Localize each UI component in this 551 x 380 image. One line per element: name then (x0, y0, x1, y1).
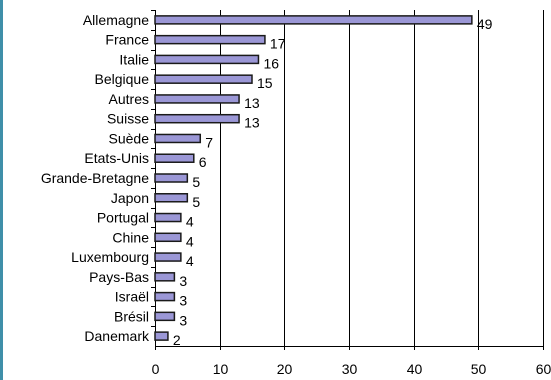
category-label: Israël (115, 289, 149, 305)
value-label: 2 (173, 332, 181, 348)
bar (154, 212, 182, 223)
x-tick-label: 10 (213, 361, 229, 377)
category-label: Portugal (97, 210, 149, 226)
value-label: 5 (192, 194, 200, 210)
value-label: 13 (244, 95, 260, 111)
value-label: 3 (179, 273, 187, 289)
bar (154, 113, 240, 124)
bar (154, 54, 260, 65)
x-tick-label: 60 (536, 361, 551, 377)
x-tick-label: 50 (471, 361, 487, 377)
category-label: Belgique (95, 71, 150, 87)
category-label: Chine (112, 229, 149, 245)
bar (154, 133, 202, 144)
bar (154, 331, 169, 341)
bar (154, 15, 473, 25)
category-label: Suisse (107, 111, 149, 127)
category-label: Suède (109, 130, 150, 146)
category-label: Autres (109, 91, 149, 107)
x-tick-label: 40 (407, 361, 423, 377)
value-label: 4 (186, 233, 194, 249)
value-label: 5 (192, 174, 200, 190)
bar (154, 173, 189, 183)
bar (154, 252, 182, 262)
value-label: 3 (179, 293, 187, 309)
category-label: Grande-Bretagne (41, 170, 149, 186)
category-label: Japon (111, 190, 149, 206)
category-label: Pays-Bas (89, 269, 149, 285)
bar (154, 232, 182, 243)
bar (154, 153, 195, 163)
left-accent-border (0, 0, 3, 380)
category-label: Brésil (114, 308, 149, 324)
category-label: Etats-Unis (84, 150, 149, 166)
value-label: 6 (199, 154, 207, 170)
value-label: 49 (477, 16, 493, 32)
value-label: 7 (205, 134, 213, 150)
category-label: Danemark (84, 328, 150, 344)
value-label: 4 (186, 253, 194, 269)
category-label: Allemagne (83, 12, 149, 28)
bar (154, 193, 189, 203)
bar (154, 34, 266, 45)
value-label: 15 (257, 75, 273, 91)
value-label: 4 (186, 214, 194, 230)
x-tick-label: 0 (152, 361, 160, 377)
category-label: Luxembourg (71, 249, 149, 265)
bar (154, 272, 176, 282)
value-label: 13 (244, 115, 260, 131)
x-tick-label: 20 (277, 361, 293, 377)
bar (154, 74, 253, 84)
bar (154, 311, 176, 322)
x-tick-label: 30 (342, 361, 358, 377)
value-label: 17 (270, 36, 286, 52)
category-label: Italie (119, 51, 149, 67)
bar (154, 291, 176, 302)
bar (154, 94, 240, 104)
value-label: 16 (263, 55, 279, 71)
value-label: 3 (179, 312, 187, 328)
category-label: France (105, 32, 149, 48)
